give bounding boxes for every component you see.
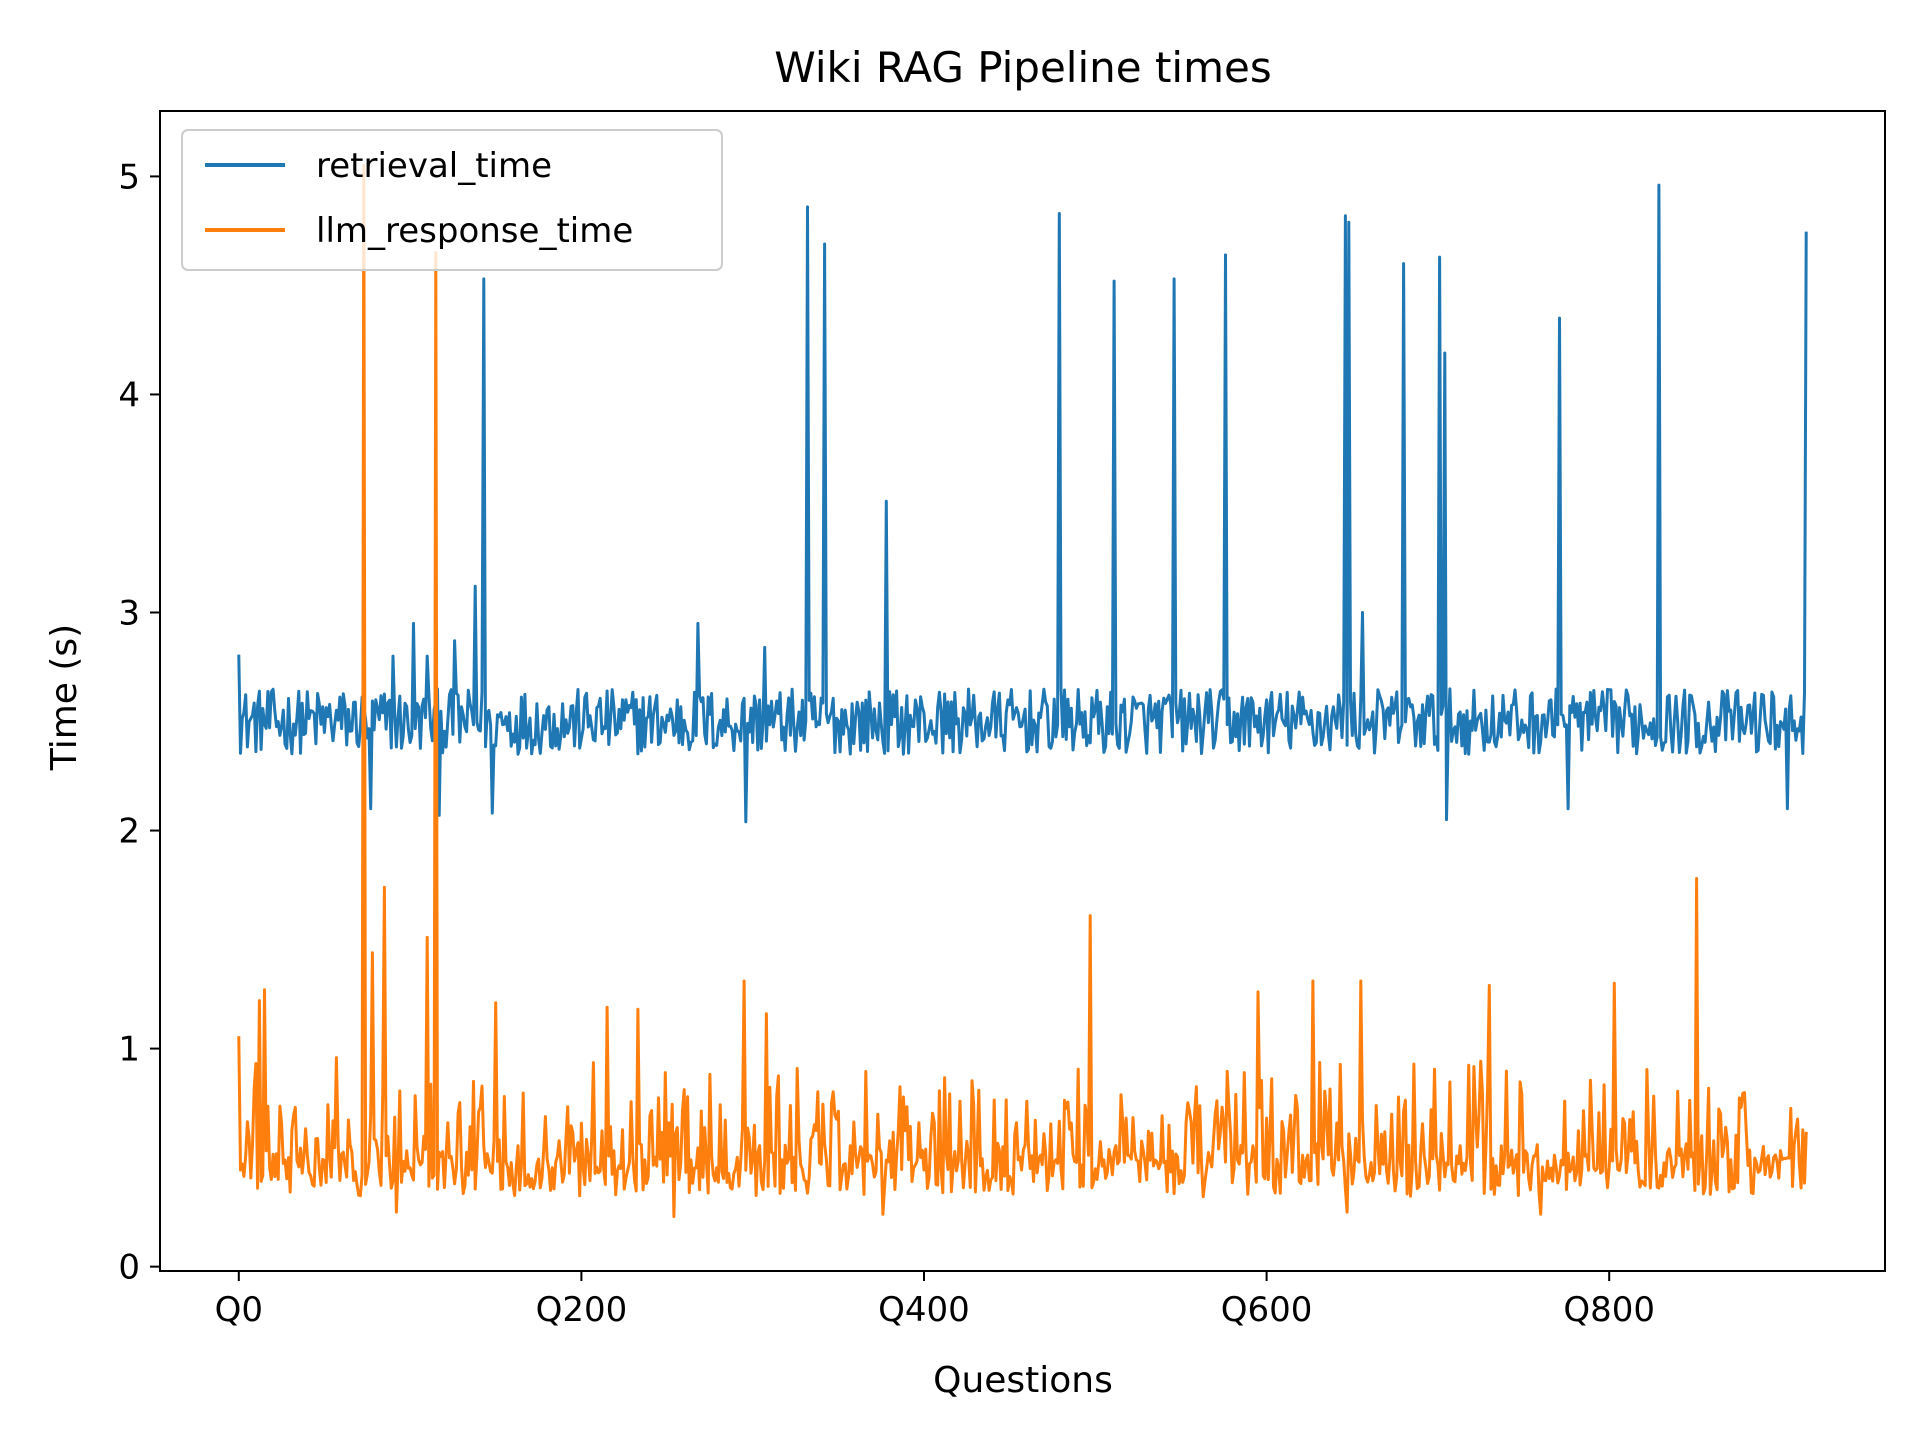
- y-tick-label: 5: [118, 157, 140, 197]
- x-tick-label: Q400: [878, 1290, 970, 1330]
- y-tick-label: 0: [118, 1248, 140, 1288]
- series-line-retrieval-time: [237, 183, 1808, 824]
- plot-area: [237, 164, 1808, 1218]
- y-tick-label: 1: [118, 1030, 140, 1070]
- x-axis-ticks: Q0 Q200 Q400 Q600 Q800: [215, 1271, 1655, 1330]
- legend-label-retrieval-time: retrieval_time: [316, 146, 552, 186]
- legend-label-llm-response-time: llm_response_time: [316, 211, 633, 251]
- y-axis-ticks: 0 1 2 3 4 5: [118, 157, 160, 1288]
- y-axis-label: Time (s): [44, 624, 85, 771]
- y-tick-label: 4: [118, 375, 140, 415]
- x-tick-label: Q0: [215, 1290, 263, 1330]
- y-tick-label: 3: [118, 594, 140, 634]
- legend-box: [181, 129, 723, 271]
- legend: retrieval_time llm_response_time: [181, 129, 723, 271]
- chart-title: Wiki RAG Pipeline times: [774, 43, 1271, 92]
- x-tick-label: Q600: [1221, 1290, 1313, 1330]
- series-line-llm-response-time: [237, 164, 1808, 1218]
- x-tick-label: Q800: [1563, 1290, 1655, 1330]
- x-axis-label: Questions: [933, 1360, 1113, 1401]
- y-tick-label: 2: [118, 812, 140, 852]
- x-tick-label: Q200: [536, 1290, 628, 1330]
- plot-frame: [159, 110, 1886, 1272]
